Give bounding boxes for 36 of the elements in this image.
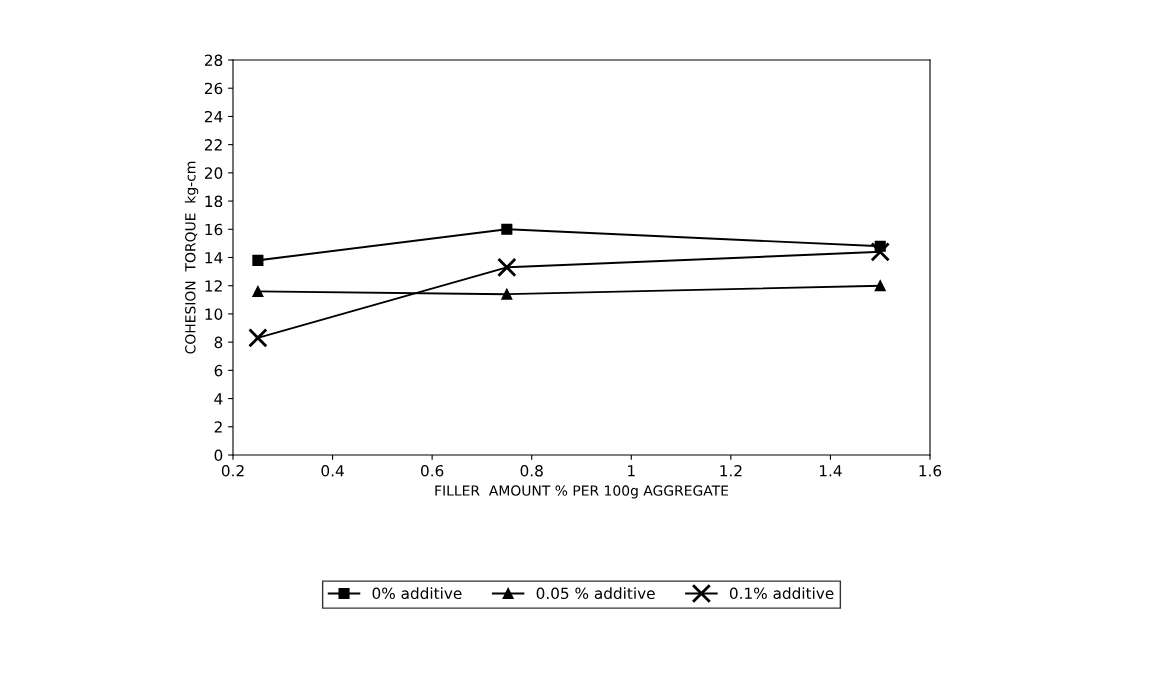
point: [248, 328, 268, 348]
y-tick-label: 26: [204, 82, 223, 95]
y-tick-label: 14: [205, 252, 223, 264]
y-tick-label: 10: [205, 308, 223, 320]
point: [252, 285, 264, 297]
point: [497, 257, 517, 278]
y-tick-label: 2: [214, 421, 222, 433]
y-tick-label: 22: [204, 139, 222, 151]
point: [870, 242, 890, 262]
y-tick-label: 12: [205, 280, 222, 292]
point: [252, 254, 264, 266]
y-tick-label: 6: [214, 364, 223, 377]
y-tick-label: 20: [204, 167, 223, 179]
y-tick-label: 0: [214, 449, 223, 462]
legend-label: 0.1% additive: [729, 587, 834, 600]
x-tick-label: 1.2: [720, 464, 742, 477]
point: [501, 288, 513, 300]
x-tick-label: 0.6: [421, 464, 444, 477]
x-tick-label: 1: [628, 465, 635, 477]
y-tick-label: 8: [214, 336, 223, 349]
point: [501, 223, 513, 235]
y-tick-label: 4: [214, 393, 223, 405]
y-tick-label: 28: [204, 54, 223, 67]
y-tick-label: 16: [205, 223, 223, 236]
y-tick-label: 18: [205, 195, 223, 208]
x-axis-title: FILLER AMOUNT % PER 100g AGGREGATE: [435, 485, 729, 499]
x-tick-label: 1.6: [919, 464, 942, 477]
y-axis-title: COHESION TORQUE kg-cm: [184, 161, 199, 354]
legend-label: 0.05 % additive: [536, 587, 655, 600]
legend-label: 0% additive: [372, 587, 462, 600]
x-tick-label: 0.8: [520, 464, 543, 477]
y-tick-label: 24: [204, 110, 223, 123]
x-tick-label: 0.2: [221, 464, 244, 477]
point: [874, 280, 886, 292]
x-tick-label: 1.4: [819, 465, 842, 477]
x-tick-label: 0.4: [321, 464, 344, 477]
